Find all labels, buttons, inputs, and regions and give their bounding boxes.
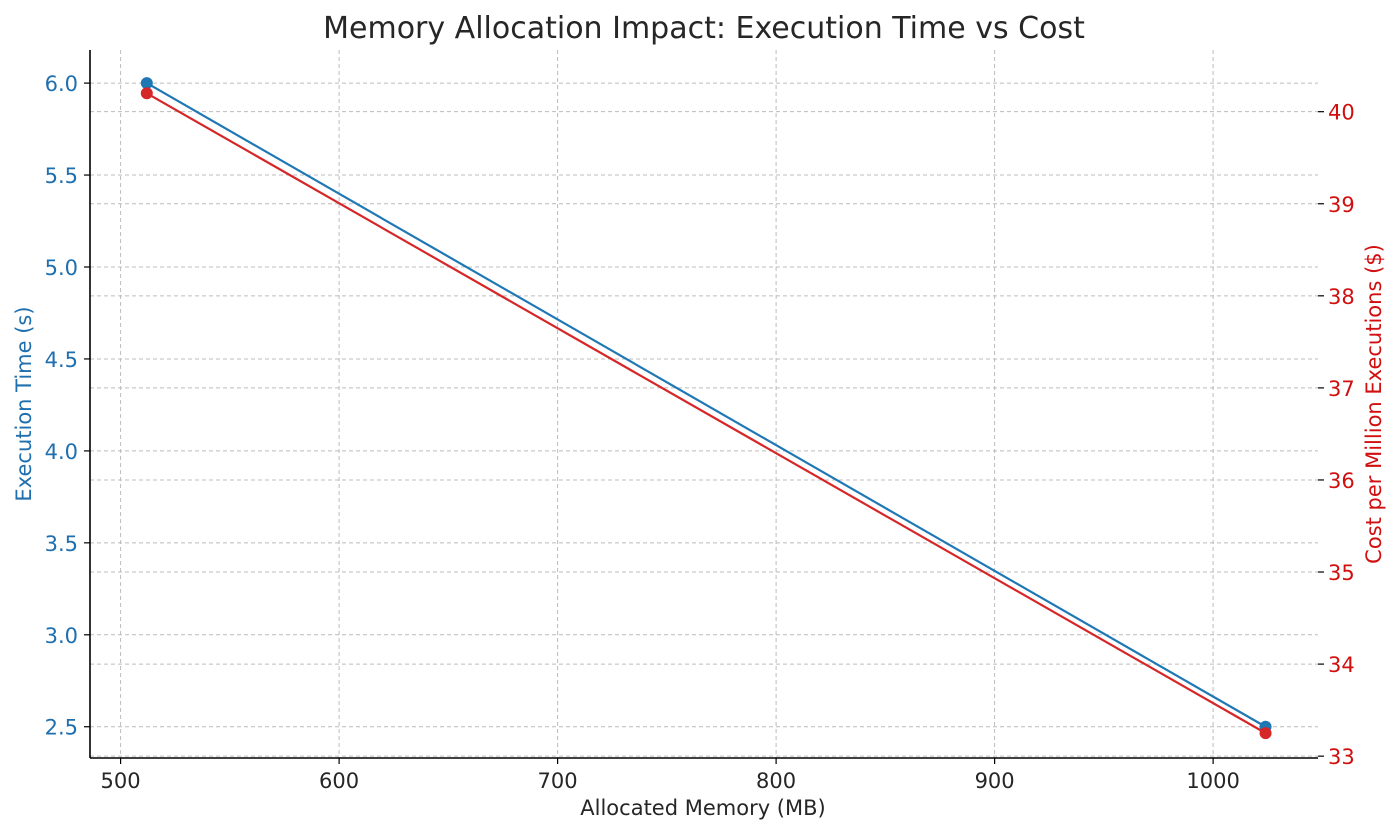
series-line-left: [146, 82, 1267, 728]
grid: [90, 50, 1318, 758]
y2-tick-label: 39: [1328, 193, 1355, 217]
x-axis-label: Allocated Memory (MB): [580, 796, 825, 820]
y2-tick-label: 36: [1328, 469, 1355, 493]
y2-tick-label: 35: [1328, 561, 1355, 585]
y-tick-label: 5.5: [45, 164, 78, 188]
y-tick-label: 2.5: [45, 716, 78, 740]
series-line-right: [146, 92, 1267, 735]
y2-axis-label: Cost per Million Executions ($): [1362, 244, 1386, 564]
axes: 500 600 700 800 900 1000 2.5 3.0 3.5 4.0 4.5 5.0 5.5…: [45, 50, 1355, 793]
x-tick-label: 600: [319, 769, 359, 793]
x-tick-label: 900: [975, 769, 1015, 793]
x-tick-label: 700: [538, 769, 578, 793]
y-axis-label: Execution Time (s): [12, 306, 36, 501]
series-layer: [140, 77, 1272, 740]
x-tick-label: 500: [101, 769, 141, 793]
y-tick-label: 6.0: [45, 72, 78, 96]
y2-tick-label: 40: [1328, 101, 1355, 125]
y2-tick-label: 38: [1328, 285, 1355, 309]
x-tick-label: 800: [756, 769, 796, 793]
data-point-left: [140, 77, 153, 90]
y-tick-label: 4.5: [45, 348, 78, 372]
x-tick-label: 1000: [1186, 769, 1239, 793]
y-tick-label: 4.0: [45, 440, 78, 464]
y2-tick-label: 33: [1328, 745, 1355, 769]
y-tick-label: 5.0: [45, 256, 78, 280]
y-tick-label: 3.5: [45, 532, 78, 556]
data-point-right: [1259, 727, 1272, 740]
y-tick-label: 3.0: [45, 624, 78, 648]
data-point-right: [140, 87, 153, 100]
y2-tick-label: 37: [1328, 377, 1355, 401]
chart-title: Memory Allocation Impact: Execution Time…: [323, 11, 1085, 46]
y2-tick-label: 34: [1328, 653, 1355, 677]
